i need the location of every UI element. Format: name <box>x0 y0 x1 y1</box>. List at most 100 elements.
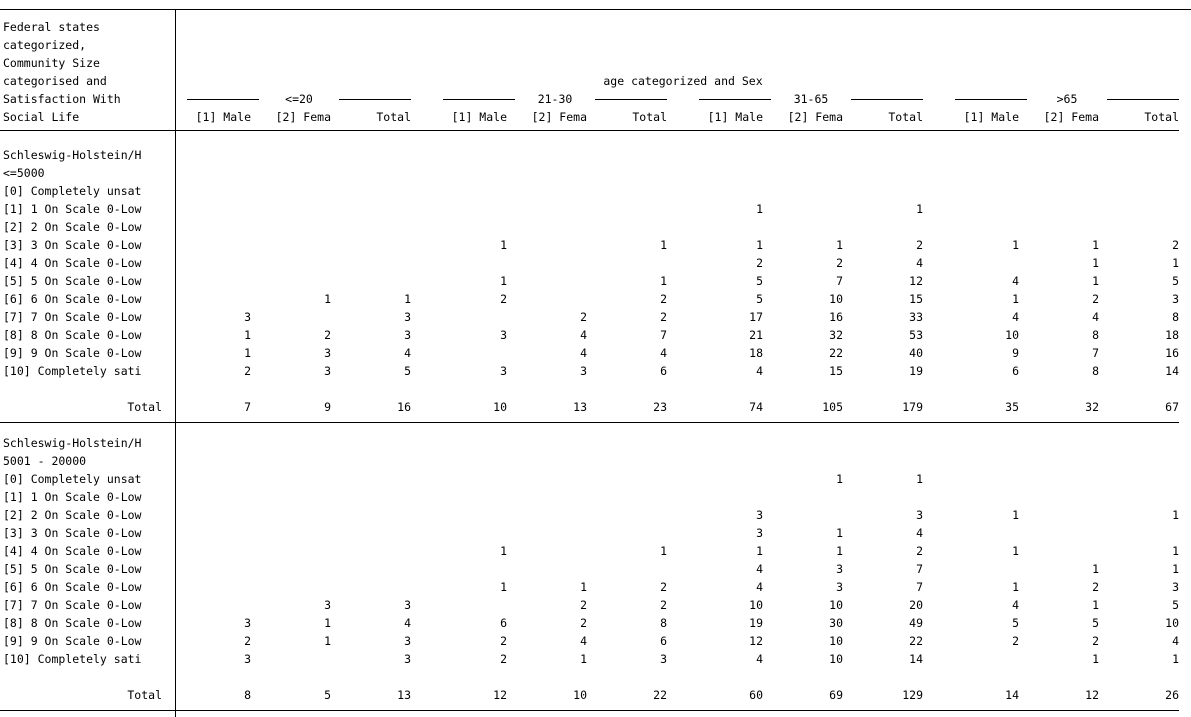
table-cell <box>607 218 667 236</box>
table-cell: 22 <box>909 634 923 648</box>
table-cell: 4 <box>756 562 763 576</box>
total-cell: 67 <box>1165 400 1179 414</box>
table-cell <box>191 272 251 290</box>
table-cell: 10 <box>829 598 843 612</box>
table-cell: 4 <box>580 328 587 342</box>
table-cell: 4 <box>1012 274 1019 288</box>
table-cell: 10 <box>749 598 763 612</box>
table-cell: 1 <box>580 652 587 666</box>
table-cell <box>447 488 507 506</box>
table-cell <box>447 506 507 524</box>
table-cell: 7 <box>660 328 667 342</box>
row-label: [3] 3 On Scale 0-Low <box>3 238 142 252</box>
row-label: [8] 8 On Scale 0-Low <box>3 616 142 630</box>
row-label: [10] Completely sati <box>3 652 142 666</box>
row-label: [7] 7 On Scale 0-Low <box>3 310 142 324</box>
table-cell <box>783 200 843 218</box>
table-cell <box>783 488 843 506</box>
table-cell <box>271 578 331 596</box>
table-cell: 2 <box>500 652 507 666</box>
total-cell: 22 <box>653 688 667 702</box>
table-cell: 4 <box>1172 634 1179 648</box>
table-cell: 4 <box>660 346 667 360</box>
table-cell: 1 <box>660 238 667 252</box>
stub-header-line: Community Size <box>3 56 100 70</box>
table-cell <box>527 236 587 254</box>
total-cell: 13 <box>573 400 587 414</box>
table-cell <box>351 470 411 488</box>
table-cell: 15 <box>909 292 923 306</box>
table-cell <box>447 596 507 614</box>
table-cell: 3 <box>404 634 411 648</box>
table-cell: 16 <box>829 310 843 324</box>
table-cell: 1 <box>404 292 411 306</box>
table-cell <box>607 470 667 488</box>
table-cell <box>1039 542 1099 560</box>
table-cell: 4 <box>756 580 763 594</box>
table-cell: 1 <box>1092 598 1099 612</box>
table-cell: 1 <box>500 274 507 288</box>
table-cell <box>1119 218 1179 236</box>
row-label: [2] 2 On Scale 0-Low <box>3 508 142 522</box>
table-cell: 4 <box>580 346 587 360</box>
table-cell: 3 <box>500 364 507 378</box>
table-cell <box>527 470 587 488</box>
table-cell: 20 <box>909 598 923 612</box>
row-label: [9] 9 On Scale 0-Low <box>3 634 142 648</box>
table-cell: 5 <box>756 292 763 306</box>
table-cell <box>607 488 667 506</box>
stub-header-line: categorised and <box>3 74 107 88</box>
table-cell <box>959 470 1019 488</box>
table-cell: 1 <box>324 292 331 306</box>
column-header: [2] Fema <box>531 110 587 124</box>
row-label: [2] 2 On Scale 0-Low <box>3 220 142 234</box>
table-cell <box>1039 200 1099 218</box>
table-cell <box>191 542 251 560</box>
table-cell: 16 <box>1165 346 1179 360</box>
table-cell: 3 <box>836 580 843 594</box>
table-cell <box>1039 182 1099 200</box>
total-label: Total <box>127 400 162 414</box>
row-label: [6] 6 On Scale 0-Low <box>3 580 142 594</box>
table-cell <box>271 524 331 542</box>
table-cell: 4 <box>1092 310 1099 324</box>
table-cell: 10 <box>829 634 843 648</box>
table-cell <box>191 254 251 272</box>
table-cell <box>271 236 331 254</box>
table-cell <box>271 272 331 290</box>
table-cell: 3 <box>324 346 331 360</box>
total-cell: 26 <box>1165 688 1179 702</box>
community-size-label: <=5000 <box>3 166 45 180</box>
column-header: Total <box>888 110 923 124</box>
table-cell: 2 <box>836 256 843 270</box>
table-cell: 2 <box>244 634 251 648</box>
table-cell: 1 <box>500 238 507 252</box>
total-cell: 10 <box>493 400 507 414</box>
table-cell: 1 <box>836 526 843 540</box>
total-cell: 7 <box>244 400 251 414</box>
table-cell <box>447 524 507 542</box>
table-cell <box>191 470 251 488</box>
table-cell: 12 <box>909 274 923 288</box>
table-cell <box>351 488 411 506</box>
table-cell: 7 <box>916 580 923 594</box>
table-cell <box>191 182 251 200</box>
table-cell <box>1119 182 1179 200</box>
stub-header-line: Social Life <box>3 110 80 124</box>
table-cell: 2 <box>1092 292 1099 306</box>
table-cell <box>271 506 331 524</box>
table-cell <box>959 488 1019 506</box>
table-cell: 2 <box>916 544 923 558</box>
table-cell: 3 <box>836 562 843 576</box>
table-cell <box>1119 200 1179 218</box>
table-cell <box>607 254 667 272</box>
table-cell <box>351 272 411 290</box>
table-cell <box>191 560 251 578</box>
table-cell: 3 <box>324 364 331 378</box>
table-cell: 49 <box>909 616 923 630</box>
total-cell: 32 <box>1085 400 1099 414</box>
table-cell: 1 <box>836 472 843 486</box>
table-cell: 1 <box>324 634 331 648</box>
table-cell <box>447 344 507 362</box>
block-rule <box>0 422 1179 423</box>
